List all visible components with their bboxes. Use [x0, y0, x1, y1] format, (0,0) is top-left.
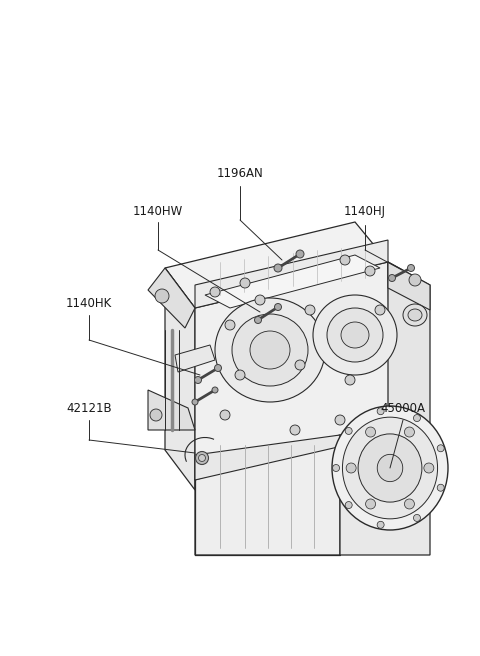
Polygon shape [205, 255, 380, 308]
Circle shape [413, 415, 420, 422]
Circle shape [366, 427, 375, 437]
Ellipse shape [332, 406, 448, 530]
Ellipse shape [327, 308, 383, 362]
Circle shape [408, 264, 415, 272]
Polygon shape [195, 240, 388, 308]
Circle shape [377, 408, 384, 415]
Ellipse shape [403, 304, 427, 326]
Circle shape [274, 264, 282, 272]
Text: 1140HJ: 1140HJ [344, 205, 386, 218]
Ellipse shape [408, 309, 422, 321]
Circle shape [375, 305, 385, 315]
Polygon shape [388, 262, 430, 460]
Circle shape [254, 316, 262, 323]
Text: 45000A: 45000A [381, 402, 425, 415]
Polygon shape [195, 435, 340, 555]
Circle shape [240, 278, 250, 288]
Circle shape [305, 305, 315, 315]
Circle shape [155, 289, 169, 303]
Polygon shape [340, 435, 430, 555]
Circle shape [225, 320, 235, 330]
Ellipse shape [342, 417, 438, 519]
Circle shape [275, 304, 281, 310]
Circle shape [295, 360, 305, 370]
Circle shape [220, 410, 230, 420]
Circle shape [346, 463, 356, 473]
Circle shape [255, 295, 265, 305]
Polygon shape [165, 222, 388, 308]
Circle shape [199, 455, 205, 462]
Circle shape [409, 274, 421, 286]
Polygon shape [195, 435, 390, 480]
Circle shape [388, 274, 396, 281]
Circle shape [210, 287, 220, 297]
Polygon shape [165, 268, 195, 490]
Circle shape [192, 399, 198, 405]
Circle shape [345, 428, 352, 434]
Circle shape [377, 522, 384, 528]
Circle shape [296, 250, 304, 258]
Circle shape [235, 370, 245, 380]
Ellipse shape [341, 322, 369, 348]
Ellipse shape [215, 298, 325, 402]
Circle shape [194, 377, 202, 384]
Ellipse shape [377, 455, 403, 482]
Circle shape [405, 499, 414, 509]
Text: 1196AN: 1196AN [216, 167, 264, 180]
Circle shape [290, 425, 300, 435]
Text: 1140HK: 1140HK [66, 297, 112, 310]
Circle shape [195, 451, 208, 464]
Circle shape [335, 415, 345, 425]
Circle shape [413, 514, 420, 522]
Circle shape [424, 463, 434, 473]
Circle shape [365, 266, 375, 276]
Polygon shape [148, 390, 195, 430]
Polygon shape [195, 262, 390, 480]
Ellipse shape [250, 331, 290, 369]
Circle shape [437, 445, 444, 452]
Ellipse shape [232, 314, 308, 386]
Circle shape [212, 387, 218, 393]
Circle shape [345, 502, 352, 508]
Ellipse shape [313, 295, 397, 375]
Polygon shape [388, 262, 430, 310]
Circle shape [215, 365, 221, 371]
Circle shape [405, 427, 414, 437]
Text: 42121B: 42121B [66, 402, 112, 415]
Circle shape [340, 255, 350, 265]
Circle shape [366, 499, 375, 509]
Polygon shape [175, 345, 215, 372]
Polygon shape [148, 268, 195, 328]
Text: 1140HW: 1140HW [133, 205, 183, 218]
Circle shape [345, 375, 355, 385]
Circle shape [150, 409, 162, 421]
Circle shape [437, 484, 444, 491]
Ellipse shape [358, 434, 422, 502]
Circle shape [333, 464, 339, 472]
